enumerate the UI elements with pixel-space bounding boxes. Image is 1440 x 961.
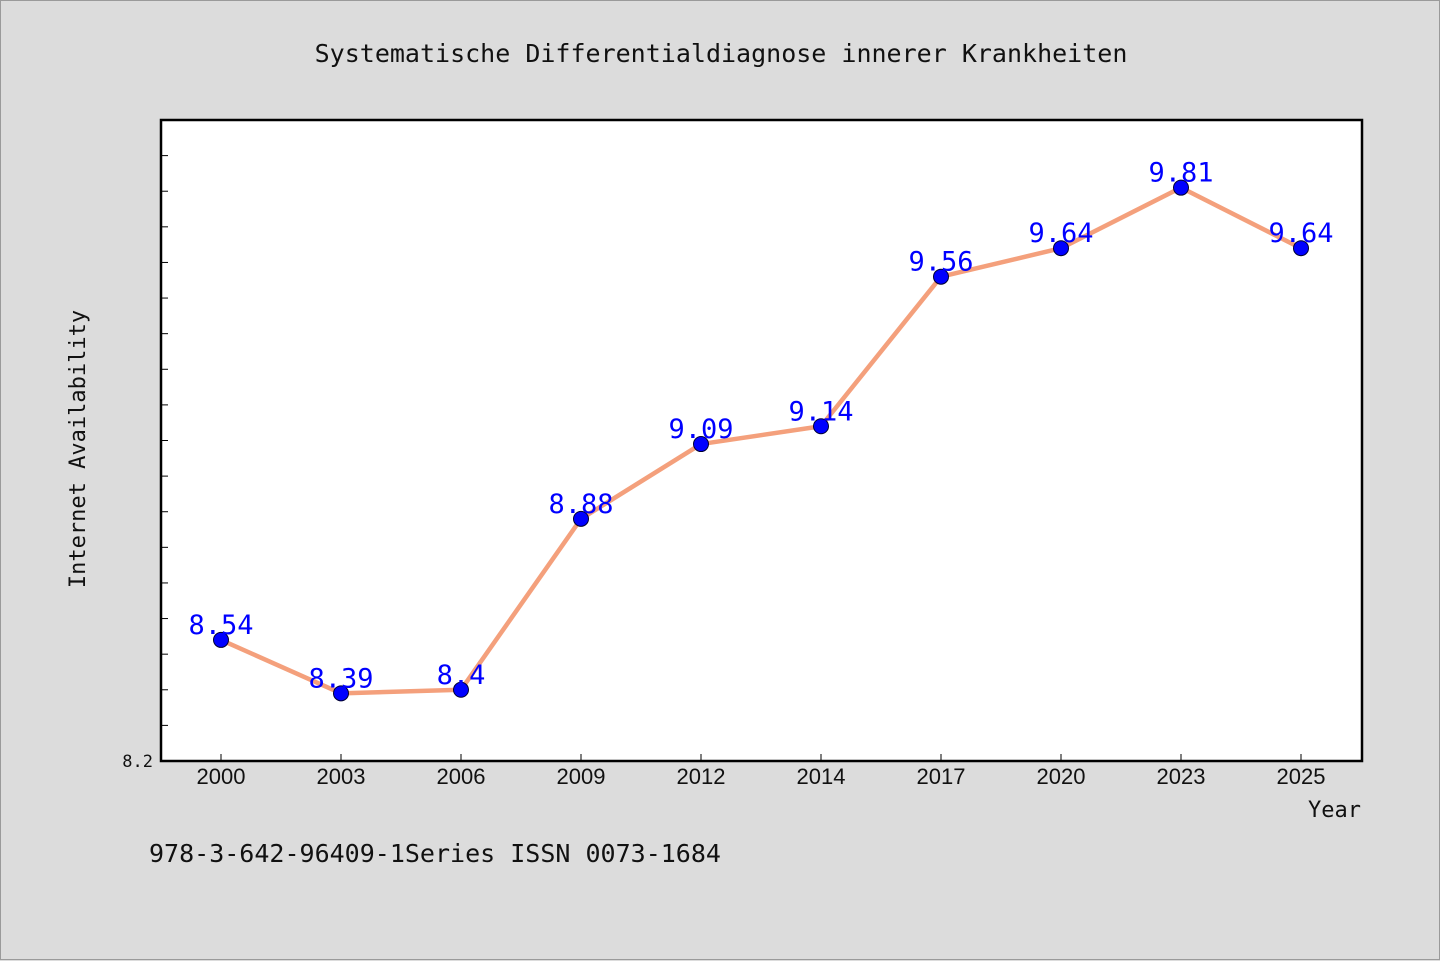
- data-label: 8.88: [548, 489, 613, 520]
- data-point: [453, 681, 469, 698]
- plot-area: [161, 120, 1362, 761]
- data-point: [813, 418, 829, 435]
- series-markers: [213, 179, 1309, 702]
- x-tick-label: 2000: [197, 764, 246, 789]
- data-point: [933, 268, 949, 285]
- x-tick-label: 2006: [437, 764, 486, 789]
- x-tick-label: 2003: [317, 764, 366, 789]
- x-axis-label: Year: [1308, 798, 1361, 823]
- series-line: [218, 185, 1304, 696]
- x-tick-label: 2020: [1037, 764, 1086, 789]
- data-point: [333, 685, 349, 702]
- y-axis-min-label: 8.2: [122, 752, 153, 772]
- data-label: 9.14: [788, 396, 853, 427]
- data-label: 8.39: [308, 663, 373, 694]
- plot-border: [159, 118, 1364, 763]
- data-label: 9.81: [1148, 158, 1213, 189]
- data-label: 9.64: [1268, 218, 1333, 249]
- x-tick-label: 2014: [797, 764, 846, 789]
- data-label: 9.56: [908, 247, 973, 278]
- data-point: [213, 631, 229, 648]
- x-tick-label: 2012: [677, 764, 726, 789]
- x-axis-tick-labels: 2000 2003 2006 2009 2012 2014 2017 2020 2023 2025: [197, 754, 1326, 789]
- chart-title: Systematische Differentialdiagnose inner…: [315, 39, 1128, 68]
- data-label: 8.54: [188, 610, 253, 641]
- data-point: [693, 436, 709, 453]
- footer-isbn-text: 978-3-642-96409-1Series ISSN 0073-1684: [149, 839, 721, 868]
- data-label: 8.4: [437, 660, 486, 691]
- data-point: [1173, 179, 1189, 196]
- data-point: [573, 510, 589, 527]
- x-tick-label: 2025: [1277, 764, 1326, 789]
- x-tick-label: 2017: [917, 764, 966, 789]
- data-labels: 8.54 8.39 8.4 8.88 9.09 9.14 9.56 9.64 9.81 9.64: [188, 158, 1333, 695]
- y-axis-label: Internet Availability: [66, 310, 91, 588]
- data-label: 9.09: [668, 414, 733, 445]
- x-tick-label: 2009: [557, 764, 606, 789]
- data-point: [1053, 240, 1069, 257]
- data-point: [1293, 240, 1309, 257]
- data-label: 9.64: [1028, 218, 1093, 249]
- x-tick-label: 2023: [1157, 764, 1206, 789]
